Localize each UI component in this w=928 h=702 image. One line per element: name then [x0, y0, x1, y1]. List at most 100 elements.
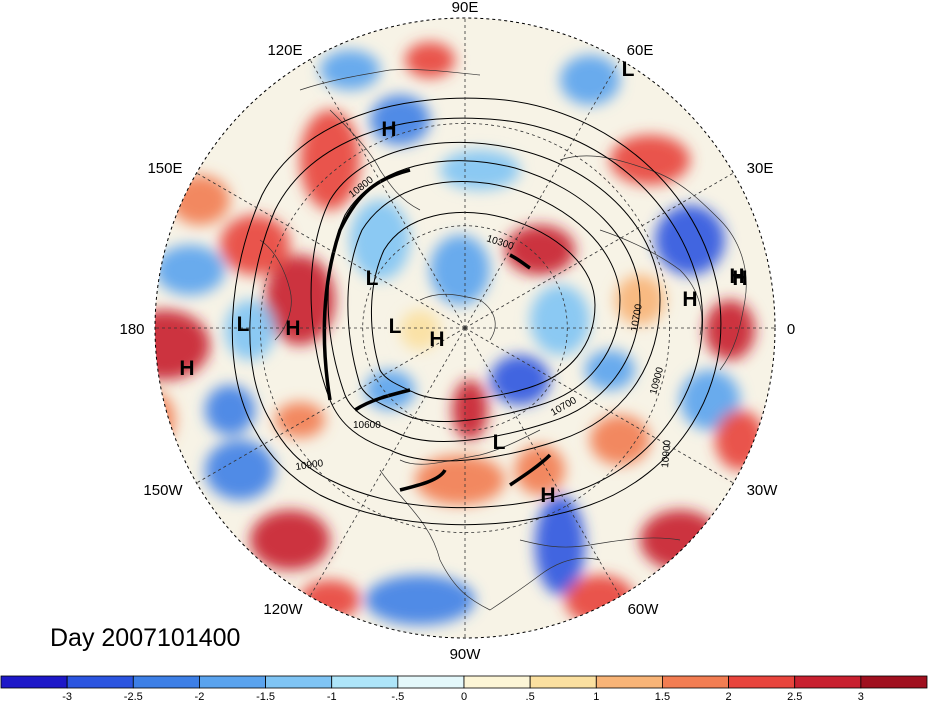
anomaly-patch	[590, 415, 650, 465]
anomaly-patch	[430, 235, 490, 305]
lon-label-120w: 120W	[263, 601, 303, 618]
low-pressure-marker: L	[237, 313, 250, 336]
anomaly-patch	[680, 370, 740, 430]
colorbar-swatch	[0, 675, 68, 689]
high-pressure-marker: H	[429, 328, 444, 351]
contour-line	[371, 212, 596, 400]
high-pressure-marker: H	[540, 484, 555, 507]
height-contours	[231, 97, 722, 526]
chart-title: Day 2007101400	[50, 624, 240, 652]
colorbar-tick-label: -1	[327, 691, 337, 702]
anomaly-patch	[715, 410, 765, 470]
contour-line	[347, 180, 621, 423]
colorbar-tick-label: 0	[461, 691, 467, 702]
anomaly-patch	[530, 285, 590, 355]
high-pressure-marker: H	[179, 357, 194, 380]
colorbar-swatch	[463, 675, 531, 689]
lon-label-90e: 90E	[452, 0, 479, 16]
colorbar-swatch	[199, 675, 266, 689]
anomaly-patch	[370, 95, 430, 145]
high-pressure-marker: H	[285, 317, 300, 340]
colorbar-swatch	[397, 675, 465, 689]
anomaly-patch	[205, 440, 275, 500]
map-outline	[154, 17, 776, 639]
longitude-labels: 90E 120E 60E 150E 30E 180 0 150W 30W 120…	[119, 0, 795, 663]
anomaly-patch	[155, 310, 210, 380]
lon-label-0: 0	[787, 321, 795, 338]
lon-label-30e: 30E	[747, 160, 774, 177]
meridian-line	[309, 327, 466, 597]
meridian-line	[196, 172, 466, 329]
colorbar-tick-label: 1.5	[655, 691, 670, 702]
meridian-line	[464, 172, 734, 329]
anomaly-patch	[155, 245, 225, 295]
anomaly-patch	[560, 55, 620, 105]
anomaly-patch	[300, 110, 360, 210]
meridian-line	[196, 327, 466, 484]
anomaly-patch	[585, 350, 635, 390]
contour-label: 10900	[660, 439, 673, 468]
contour-line	[231, 97, 722, 526]
high-pressure-marker: H	[729, 265, 744, 288]
anomaly-patch	[490, 355, 550, 405]
anomaly-patch	[610, 135, 690, 185]
colorbar-swatch	[331, 675, 399, 689]
anomaly-patch	[452, 380, 488, 440]
jet-contour	[354, 388, 411, 412]
contour-line	[310, 141, 661, 462]
low-pressure-marker: L	[493, 431, 506, 454]
high-pressure-marker: H	[732, 267, 747, 290]
contour-label: 10900	[295, 458, 325, 473]
jet-contour	[509, 253, 531, 270]
colorbar-swatch	[728, 675, 796, 689]
anomaly-patch	[170, 175, 230, 225]
lon-label-30w: 30W	[747, 482, 779, 499]
lon-label-90w: 90W	[450, 646, 482, 663]
lon-label-180: 180	[119, 321, 144, 338]
lon-label-150w: 150W	[143, 482, 183, 499]
colorbar-swatch	[595, 675, 663, 689]
anomaly-patch	[655, 205, 725, 275]
contour-line	[249, 117, 703, 509]
lon-label-150e: 150E	[147, 160, 182, 177]
lon-label-120e: 120E	[267, 42, 302, 59]
low-pressure-marker: L	[622, 58, 635, 81]
contour-label: 10600	[353, 420, 381, 431]
colorbar-tick-label: 3	[858, 691, 864, 702]
colorbar-tick-label: .5	[526, 691, 535, 702]
colorbar-tick-label: 1	[593, 691, 599, 702]
anomaly-patch	[365, 575, 475, 625]
contour-label: 10700	[629, 303, 645, 333]
colorbar-tick-label: 2.5	[787, 691, 802, 702]
anomaly-patch	[415, 455, 505, 505]
anomaly-patch	[515, 445, 565, 495]
low-pressure-marker: L	[366, 267, 379, 290]
meridian-line	[464, 327, 621, 597]
colorbar-swatch	[662, 675, 729, 689]
anomaly-patch	[220, 215, 290, 275]
contour-line	[327, 160, 641, 442]
high-pressure-marker: H	[381, 118, 396, 141]
anomaly-patch	[300, 580, 360, 620]
anomaly-patch	[320, 50, 380, 90]
meridian-line	[464, 59, 621, 329]
colorbar-tick-label: -2	[195, 691, 205, 702]
colorbar-tick-label: -2.5	[124, 691, 143, 702]
colorbar-swatch	[794, 675, 862, 689]
anomaly-patch	[205, 385, 255, 435]
anomaly-patch	[505, 225, 575, 275]
anomaly-patch	[405, 42, 455, 78]
colorbar-swatch	[860, 675, 928, 689]
colorbar-tick-label: 2	[726, 691, 732, 702]
colorbar-swatch	[66, 675, 134, 689]
anomaly-patch	[265, 255, 335, 345]
colorbar-swatch	[265, 675, 333, 689]
lon-label-60w: 60W	[628, 601, 660, 618]
meridian-line	[464, 327, 734, 484]
colorbar-tick-label: -3	[62, 691, 72, 702]
graticule	[155, 18, 775, 638]
colorbar-tick-label: -.5	[391, 691, 404, 702]
anomaly-patch	[705, 300, 755, 360]
